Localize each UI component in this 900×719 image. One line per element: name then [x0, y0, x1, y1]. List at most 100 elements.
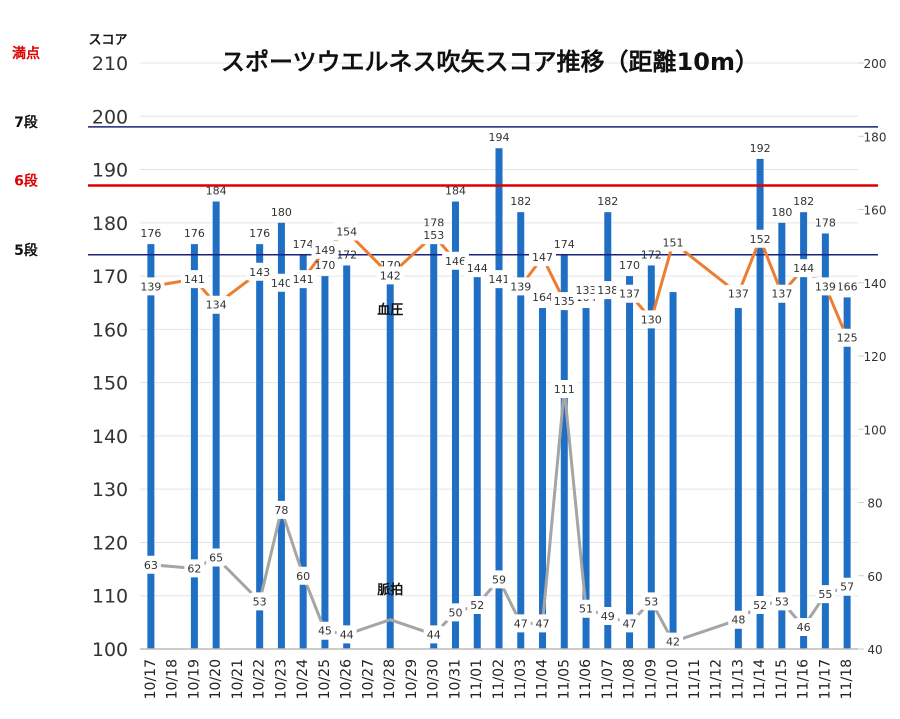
x-tick-label: 10/31 [447, 659, 463, 699]
point-label-bg [445, 603, 466, 622]
x-tick-label: 10/30 [426, 659, 442, 699]
bar-value-label: 166 [837, 280, 858, 293]
x-tick-label: 11/12 [709, 659, 725, 699]
bar-value-label: 180 [771, 206, 792, 219]
bar-11/13 [734, 308, 742, 649]
point-label-bg [663, 632, 684, 651]
point-label-bg [206, 548, 227, 567]
x-tick-label: 11/03 [513, 659, 529, 699]
bar-value-label: 172 [336, 248, 357, 261]
point-label-bg [293, 566, 314, 585]
point-label-bg [333, 222, 361, 241]
point-value-label: 53 [775, 595, 789, 608]
bar-value-label: 182 [510, 195, 531, 208]
right-tick-label: 60 [867, 570, 882, 584]
point-value-label: 137 [619, 288, 640, 301]
point-label-bg [572, 281, 600, 300]
left-tick-label: 130 [92, 479, 128, 501]
right-tick-label: 160 [864, 204, 887, 218]
x-tick-label: 11/05 [556, 659, 572, 699]
point-label-bg [441, 251, 469, 270]
point-value-label: 125 [837, 332, 858, 345]
x-tick-label: 11/13 [730, 659, 746, 699]
ref-label-6段: 6段 [14, 173, 38, 190]
point-value-label: 141 [489, 273, 510, 286]
point-label-bg [184, 559, 205, 578]
x-tick-label: 11/04 [535, 659, 551, 699]
point-value-label: 52 [470, 599, 484, 612]
point-label-bg [746, 229, 774, 248]
point-value-label: 141 [293, 273, 314, 286]
point-value-label: 139 [815, 280, 836, 293]
left-tick-label: 210 [92, 53, 128, 75]
series-name-label: 脈拍 [377, 582, 403, 598]
x-tick-label: 11/09 [643, 659, 659, 699]
point-value-label: 51 [579, 603, 593, 616]
bar-value-label: 180 [271, 206, 292, 219]
point-label-bg [793, 618, 814, 637]
bar-value-label: 184 [206, 185, 227, 198]
right-tick-label: 140 [864, 277, 887, 291]
point-value-label: 63 [144, 559, 158, 572]
point-label-bg [594, 281, 622, 300]
point-label-bg [768, 284, 796, 303]
point-label-bg [180, 270, 208, 289]
left-tick-label: 200 [92, 106, 128, 128]
point-value-label: 139 [510, 280, 531, 293]
bar-11/08 [626, 276, 634, 649]
left-tick-label: 140 [92, 426, 128, 448]
left-tick-label: 180 [92, 213, 128, 235]
point-value-label: 133 [576, 284, 597, 297]
point-value-label: 62 [187, 562, 201, 575]
point-value-label: 111 [554, 383, 575, 396]
bar-11/10 [669, 292, 677, 649]
x-tick-label: 10/18 [165, 659, 181, 699]
point-value-label: 138 [597, 284, 618, 297]
right-tick-label: 200 [864, 57, 887, 71]
point-value-label: 142 [380, 269, 401, 282]
point-value-label: 48 [731, 614, 745, 627]
point-label-bg [619, 614, 640, 633]
point-value-label: 78 [274, 504, 288, 517]
point-label-bg [463, 259, 491, 278]
bar-value-label: 184 [445, 185, 466, 198]
left-axis-title: スコア [88, 33, 127, 48]
point-label-bg [641, 592, 662, 611]
x-tick-label: 10/21 [230, 659, 246, 699]
point-value-label: 137 [771, 288, 792, 301]
bar-value-label: 170 [314, 259, 335, 272]
point-label-bg [376, 266, 404, 285]
point-value-label: 152 [750, 233, 771, 246]
x-tick-label: 10/28 [382, 659, 398, 699]
bar-10/17 [147, 244, 155, 650]
point-label-bg [336, 625, 357, 644]
bar-value-label: 174 [554, 238, 575, 251]
point-label-bg [467, 596, 488, 615]
bar-10/23 [277, 222, 285, 649]
bar-11/16 [800, 212, 808, 649]
point-label-bg [728, 610, 749, 629]
bar-10/28 [386, 276, 394, 649]
bar-11/14 [756, 158, 764, 649]
bar-value-label: 174 [293, 238, 314, 251]
point-value-label: 149 [314, 244, 335, 257]
point-value-label: 144 [793, 262, 814, 275]
point-value-label: 46 [797, 621, 811, 634]
bar-value-label: 182 [793, 195, 814, 208]
bar-value-label: 172 [641, 248, 662, 261]
x-tick-label: 10/20 [208, 659, 224, 699]
point-label-bg [529, 248, 557, 267]
bar-value-label: 176 [249, 227, 270, 240]
point-label-bg [485, 270, 513, 289]
point-value-label: 52 [753, 599, 767, 612]
point-label-bg [811, 277, 839, 296]
ref-label-満点: 満点 [12, 45, 40, 62]
point-label-bg [597, 607, 618, 626]
bar-10/25 [321, 276, 329, 649]
point-label-bg [637, 310, 665, 329]
x-tick-label: 10/24 [295, 659, 311, 699]
point-value-label: 137 [728, 288, 749, 301]
bar-10/22 [256, 244, 264, 650]
bar-10/31 [451, 201, 459, 649]
point-value-label: 57 [840, 581, 854, 594]
